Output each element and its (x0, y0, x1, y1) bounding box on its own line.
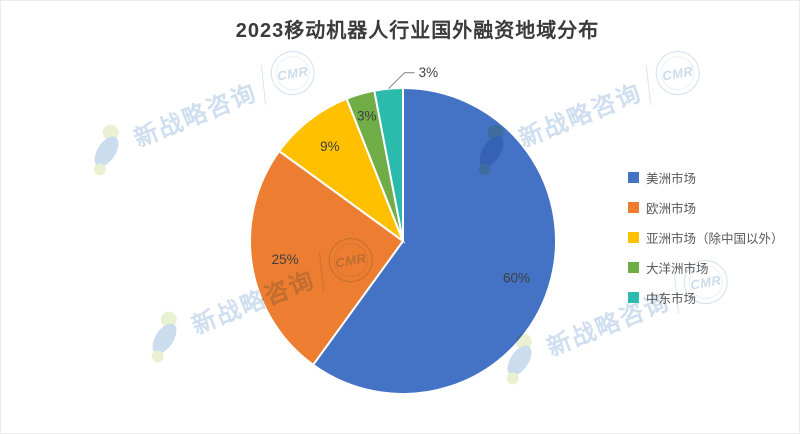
legend-item-0: 美洲市场 (628, 162, 784, 192)
pie-value-label-1: 25% (272, 252, 299, 267)
legend-item-4: 中东市场 (628, 282, 784, 312)
pie-value-label-0: 60% (503, 270, 530, 285)
legend-label: 欧洲市场 (646, 201, 697, 216)
pie-slice-2 (277, 97, 406, 244)
pie-value-label-3: 3% (357, 109, 377, 124)
pie-value-label-4: 3% (419, 65, 439, 80)
leader-line (388, 72, 415, 90)
legend-swatch (628, 231, 639, 243)
legend-item-1: 欧洲市场 (628, 192, 784, 222)
legend-label: 美洲市场 (646, 171, 697, 186)
legend-swatch (628, 261, 639, 273)
legend-swatch (628, 201, 639, 213)
chart-title: 2023移动机器人行业国外融资地域分布 (235, 20, 600, 42)
pie-value-label-2: 9% (320, 139, 340, 154)
legend-item-3: 大洋洲市场 (628, 252, 784, 282)
legend-swatch (628, 291, 639, 303)
legend-swatch (628, 171, 639, 183)
legend: 美洲市场欧洲市场亚洲市场（除中国以外） 大洋洲市场中东市场 (628, 162, 784, 312)
legend-item-2: 亚洲市场（除中国以外） (628, 222, 784, 252)
legend-label: 亚洲市场（除中国以外） (646, 231, 784, 246)
legend-label: 大洋洲市场 (646, 261, 709, 276)
legend-label: 中东市场 (646, 291, 697, 306)
